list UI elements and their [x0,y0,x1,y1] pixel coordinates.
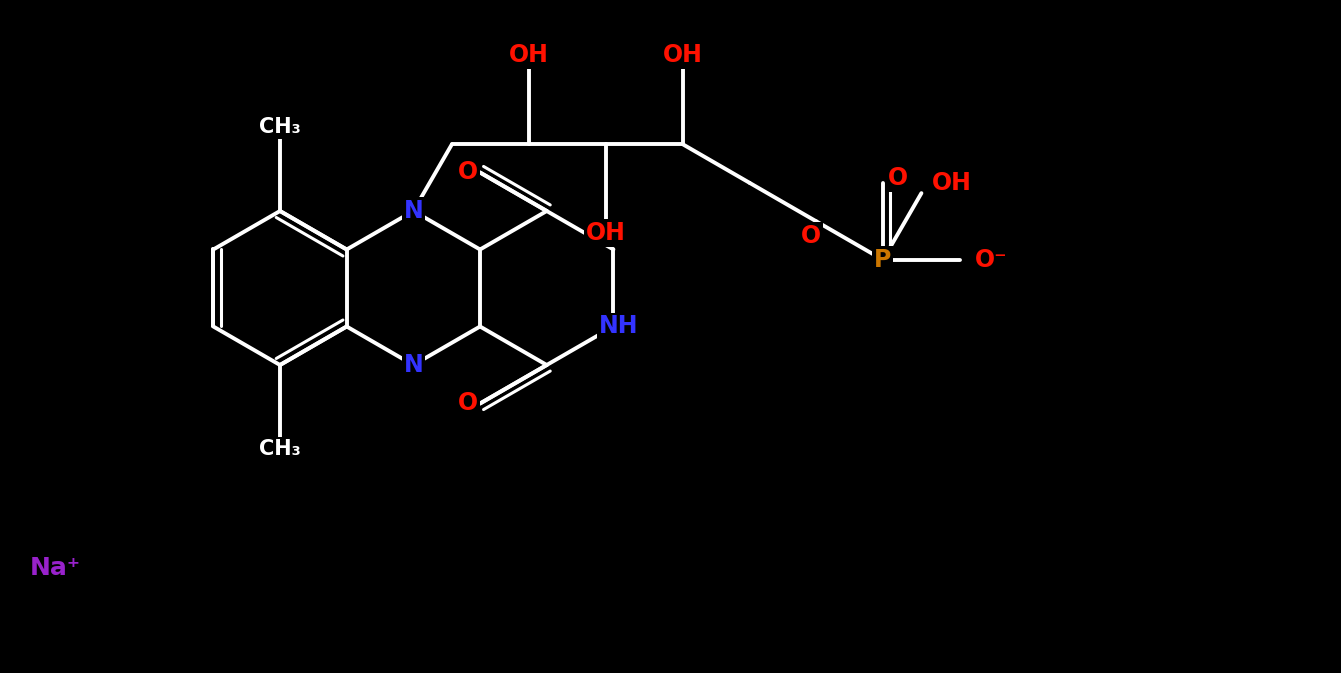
Text: O: O [459,160,479,184]
Text: OH: OH [932,171,971,195]
Text: O: O [888,166,908,190]
Text: CH₃: CH₃ [259,117,300,137]
Text: N: N [404,353,424,377]
Text: O: O [459,392,479,415]
Text: OH: OH [510,43,548,67]
Text: NH: NH [598,314,638,339]
Text: CH₃: CH₃ [259,439,300,459]
Text: O: O [801,224,821,248]
Text: OH: OH [586,221,626,246]
Text: O⁻: O⁻ [975,248,1007,272]
Text: N: N [404,199,424,223]
Text: P: P [874,248,892,272]
Text: Na⁺: Na⁺ [30,556,80,580]
Text: OH: OH [662,43,703,67]
